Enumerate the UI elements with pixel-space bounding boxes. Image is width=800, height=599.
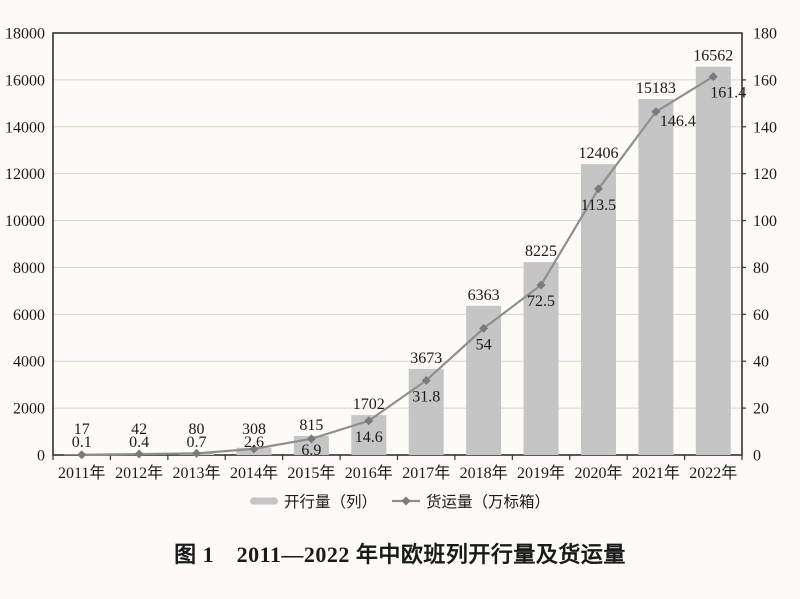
bar-value-label: 1702 [353, 396, 385, 413]
left-axis-tick-label: 18000 [5, 26, 45, 43]
line-marker [134, 449, 144, 459]
right-axis-tick-label: 60 [753, 307, 769, 324]
legend-line-label: 货运量（万标箱） [426, 493, 550, 511]
line-marker [421, 375, 431, 385]
bar-value-label: 308 [242, 421, 266, 438]
line-marker [306, 434, 316, 444]
line-value-label: 0.4 [129, 434, 149, 451]
x-axis-label: 2015年 [287, 464, 335, 482]
figure-caption: 图 1 2011—2022 年中欧班列开行量及货运量 [174, 542, 626, 567]
right-axis-tick-label: 140 [753, 119, 777, 136]
bar-value-label: 8225 [525, 243, 557, 260]
right-axis-tick-label: 20 [753, 401, 769, 418]
x-axis-label: 2017年 [402, 464, 450, 482]
line-marker [479, 323, 489, 333]
x-axis-label: 2012年 [115, 464, 163, 482]
line-marker [249, 444, 259, 454]
bar-value-label: 815 [299, 417, 323, 434]
right-axis-tick-label: 120 [753, 166, 777, 183]
right-axis-tick-label: 160 [753, 72, 777, 89]
left-axis-tick-label: 16000 [5, 72, 45, 89]
bar-value-label: 15183 [636, 80, 676, 97]
line-value-label: 2.6 [244, 434, 264, 451]
left-axis-tick-label: 12000 [5, 166, 45, 183]
bar-value-label: 12406 [578, 145, 618, 162]
bar [638, 99, 674, 455]
line-marker [593, 184, 603, 194]
right-axis-tick-label: 0 [753, 448, 761, 465]
bar [580, 164, 616, 455]
right-axis-tick-label: 40 [753, 354, 769, 371]
x-axis-label: 2020年 [574, 464, 622, 482]
line-value-label: 14.6 [355, 429, 383, 446]
left-axis-tick-label: 10000 [5, 213, 45, 230]
line-marker [364, 416, 374, 426]
left-axis-tick-label: 2000 [13, 401, 45, 418]
x-axis-label: 2016年 [345, 464, 393, 482]
line-value-label: 113.5 [581, 197, 616, 214]
x-axis-label: 2021年 [632, 464, 680, 482]
line-value-label: 72.5 [527, 293, 555, 310]
x-axis-label: 2019年 [517, 464, 565, 482]
line-marker [651, 107, 661, 117]
line-value-label: 146.4 [660, 113, 696, 130]
bar [523, 262, 559, 455]
legend-bar-swatch [250, 497, 278, 505]
line-marker [77, 450, 87, 460]
bar-value-label: 80 [189, 421, 205, 438]
x-axis-label: 2022年 [689, 464, 737, 482]
bar-value-label: 3673 [410, 350, 442, 367]
legend-line-marker-icon [401, 496, 411, 506]
x-axis-label: 2014年 [230, 464, 278, 482]
right-axis-tick-label: 100 [753, 213, 777, 230]
bar-value-label: 42 [131, 421, 147, 438]
x-axis-label: 2018年 [460, 464, 508, 482]
left-axis-tick-label: 0 [37, 448, 45, 465]
line-marker [192, 448, 202, 458]
left-axis-tick-label: 6000 [13, 307, 45, 324]
bar-value-label: 6363 [468, 287, 500, 304]
line-value-label: 6.9 [301, 442, 321, 459]
x-axis-label: 2011年 [58, 464, 105, 482]
right-axis-tick-label: 80 [753, 260, 769, 277]
line-marker [708, 72, 718, 82]
line-value-label: 161.4 [710, 85, 746, 102]
line-value-label: 0.7 [187, 434, 207, 451]
figure: 0 2000 4000 6000 8000 10000 12000 14000 16000 180… [5, 26, 777, 568]
left-axis-tick-label: 14000 [5, 119, 45, 136]
bar [695, 66, 731, 456]
combo-chart: 0 2000 4000 6000 8000 10000 12000 14000 16000 180… [5, 26, 777, 512]
freight-line [81, 75, 714, 456]
bar-value-label: 17 [74, 421, 90, 438]
left-axis-tick-label: 4000 [13, 354, 45, 371]
line-value-label: 0.1 [72, 434, 92, 451]
right-axis-tick-label: 180 [753, 26, 777, 43]
x-axis-label: 2013年 [173, 464, 221, 482]
line-value-label: 31.8 [412, 388, 440, 405]
bar-value-label: 16562 [693, 48, 733, 65]
legend-bar-label: 开行量（列） [284, 493, 377, 511]
left-axis-tick-label: 8000 [13, 260, 45, 277]
line-value-label: 54 [476, 336, 492, 353]
line-marker [536, 280, 546, 290]
